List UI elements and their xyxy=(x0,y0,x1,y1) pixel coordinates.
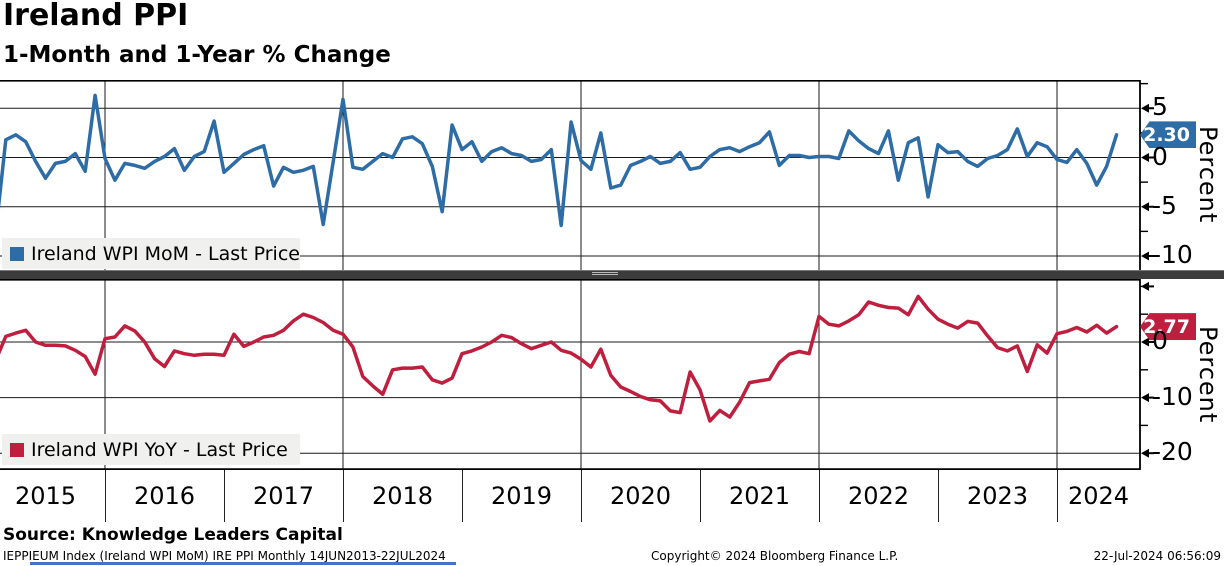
year-label: 2016 xyxy=(133,482,196,510)
y-tick-arrow-icon xyxy=(1141,251,1149,261)
year-label: 2020 xyxy=(609,482,672,510)
year-separator xyxy=(938,470,939,522)
year-label: 2017 xyxy=(252,482,315,510)
year-separator xyxy=(819,470,820,522)
year-separator xyxy=(700,470,701,522)
y-tick-label: -10 xyxy=(1152,240,1193,269)
year-separator xyxy=(224,470,225,522)
year-label: 2021 xyxy=(728,482,791,510)
x-axis: 2015 2016 2017 2018 2019 2020 2021 2022 2023 2024 xyxy=(0,470,1224,526)
y-tick-arrow-icon xyxy=(1141,153,1149,162)
y-tick-arrow-icon xyxy=(1141,393,1149,403)
y-tick-label: -20 xyxy=(1152,437,1193,467)
year-label: 2023 xyxy=(966,482,1029,510)
y-tick-arrow-icon xyxy=(1141,337,1149,347)
y-tick-label: 5 xyxy=(1152,92,1168,122)
year-separator xyxy=(462,470,463,522)
ticker-description: IEPPIEUM Index (Ireland WPI MoM) IRE PPI… xyxy=(3,549,446,563)
copyright-notice: Copyright© 2024 Bloomberg Finance L.P. xyxy=(651,549,899,563)
year-separator xyxy=(581,470,582,522)
legend-yoy[interactable]: Ireland WPI YoY - Last Price xyxy=(2,434,300,465)
mom-panel xyxy=(0,80,1224,270)
year-label: 2022 xyxy=(847,482,910,510)
y-tick-label: -5 xyxy=(1152,190,1177,220)
mom-legend-label: Ireland WPI MoM - Last Price xyxy=(31,242,300,265)
year-separator xyxy=(343,470,344,522)
yoy-last-price-badge: 2.77 xyxy=(1140,313,1196,341)
yoy-legend-swatch-icon xyxy=(10,442,24,457)
year-separator xyxy=(1057,470,1058,522)
year-label: 2019 xyxy=(490,482,553,510)
y-tick-arrow-icon xyxy=(1141,103,1149,113)
splitter-grip-icon[interactable] xyxy=(592,272,618,276)
source-credit: Source: Knowledge Leaders Capital xyxy=(3,525,343,545)
legend-mom[interactable]: Ireland WPI MoM - Last Price xyxy=(2,238,300,269)
panel-top-svg xyxy=(0,80,1154,270)
yoy-legend-label: Ireland WPI YoY - Last Price xyxy=(31,438,288,461)
y-tick-arrow-icon xyxy=(1141,448,1149,458)
chart-title: Ireland PPI xyxy=(3,0,189,33)
y-tick-label: -10 xyxy=(1152,381,1193,411)
y-tick-arrow-icon xyxy=(1141,202,1149,212)
mom-series-line xyxy=(0,93,1119,228)
y-tick-label: 0 xyxy=(1152,141,1168,171)
panel-bottom-svg xyxy=(0,279,1154,471)
mom-legend-swatch-icon xyxy=(10,246,24,261)
yoy-axis-title: Percent xyxy=(1194,325,1222,424)
year-label: 2018 xyxy=(371,482,434,510)
yoy-panel xyxy=(0,279,1224,471)
year-label: 2024 xyxy=(1067,482,1130,510)
mom-axis-title: Percent xyxy=(1194,126,1222,224)
ticker-underline-bar xyxy=(30,562,456,565)
year-label: 2015 xyxy=(14,482,77,510)
mom-last-price-badge: 2.30 xyxy=(1140,121,1196,149)
yoy-series-line xyxy=(0,294,1119,423)
chart-subtitle: 1-Month and 1-Year % Change xyxy=(3,42,391,68)
timestamp: 22-Jul-2024 06:56:09 xyxy=(1093,549,1221,563)
year-separator xyxy=(105,470,106,522)
y-tick-label: 0 xyxy=(1152,326,1168,355)
